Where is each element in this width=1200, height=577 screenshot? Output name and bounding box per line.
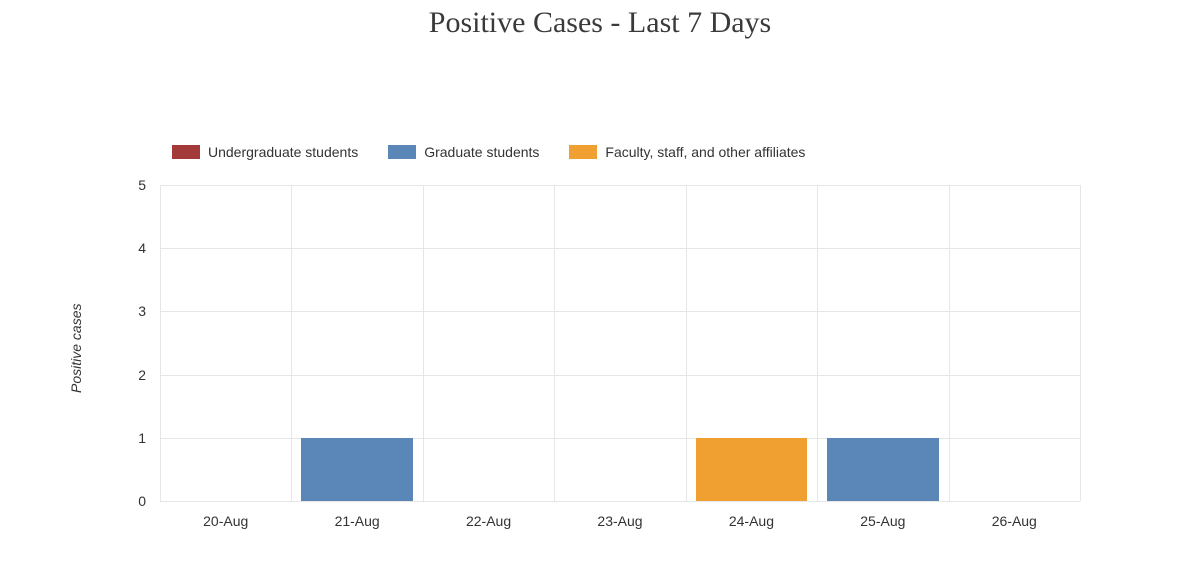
gridline <box>1080 185 1081 501</box>
x-tick-label: 20-Aug <box>203 501 248 529</box>
bar <box>696 438 808 501</box>
legend-label: Undergraduate students <box>208 144 358 160</box>
legend-swatch <box>172 145 200 159</box>
gridline <box>160 375 1080 376</box>
chart-title: Positive Cases - Last 7 Days <box>0 6 1200 40</box>
x-tick-label: 22-Aug <box>466 501 511 529</box>
gridline <box>160 185 1080 186</box>
gridline <box>160 311 1080 312</box>
legend-label: Faculty, staff, and other affiliates <box>605 144 805 160</box>
y-tick-label: 4 <box>138 240 160 256</box>
gridline <box>686 185 687 501</box>
y-tick-label: 0 <box>138 493 160 509</box>
gridline <box>949 185 950 501</box>
bar <box>827 438 939 501</box>
chart-legend: Undergraduate students Graduate students F… <box>172 144 805 160</box>
legend-item: Graduate students <box>388 144 539 160</box>
gridline <box>160 185 161 501</box>
gridline <box>423 185 424 501</box>
gridline <box>160 438 1080 439</box>
y-tick-label: 5 <box>138 177 160 193</box>
x-tick-label: 23-Aug <box>597 501 642 529</box>
legend-swatch <box>569 145 597 159</box>
gridline <box>554 185 555 501</box>
x-tick-label: 26-Aug <box>992 501 1037 529</box>
positive-cases-chart: Positive Cases - Last 7 Days Undergradua… <box>0 0 1200 577</box>
legend-item: Faculty, staff, and other affiliates <box>569 144 805 160</box>
legend-item: Undergraduate students <box>172 144 358 160</box>
x-tick-label: 25-Aug <box>860 501 905 529</box>
x-tick-label: 21-Aug <box>335 501 380 529</box>
y-tick-label: 3 <box>138 303 160 319</box>
gridline <box>291 185 292 501</box>
y-tick-label: 1 <box>138 430 160 446</box>
legend-swatch <box>388 145 416 159</box>
y-axis-label: Positive cases <box>68 304 84 393</box>
x-tick-label: 24-Aug <box>729 501 774 529</box>
y-tick-label: 2 <box>138 367 160 383</box>
legend-label: Graduate students <box>424 144 539 160</box>
bar <box>301 438 413 501</box>
gridline <box>160 248 1080 249</box>
plot-area: 01234520-Aug21-Aug22-Aug23-Aug24-Aug25-A… <box>160 185 1080 501</box>
gridline <box>817 185 818 501</box>
